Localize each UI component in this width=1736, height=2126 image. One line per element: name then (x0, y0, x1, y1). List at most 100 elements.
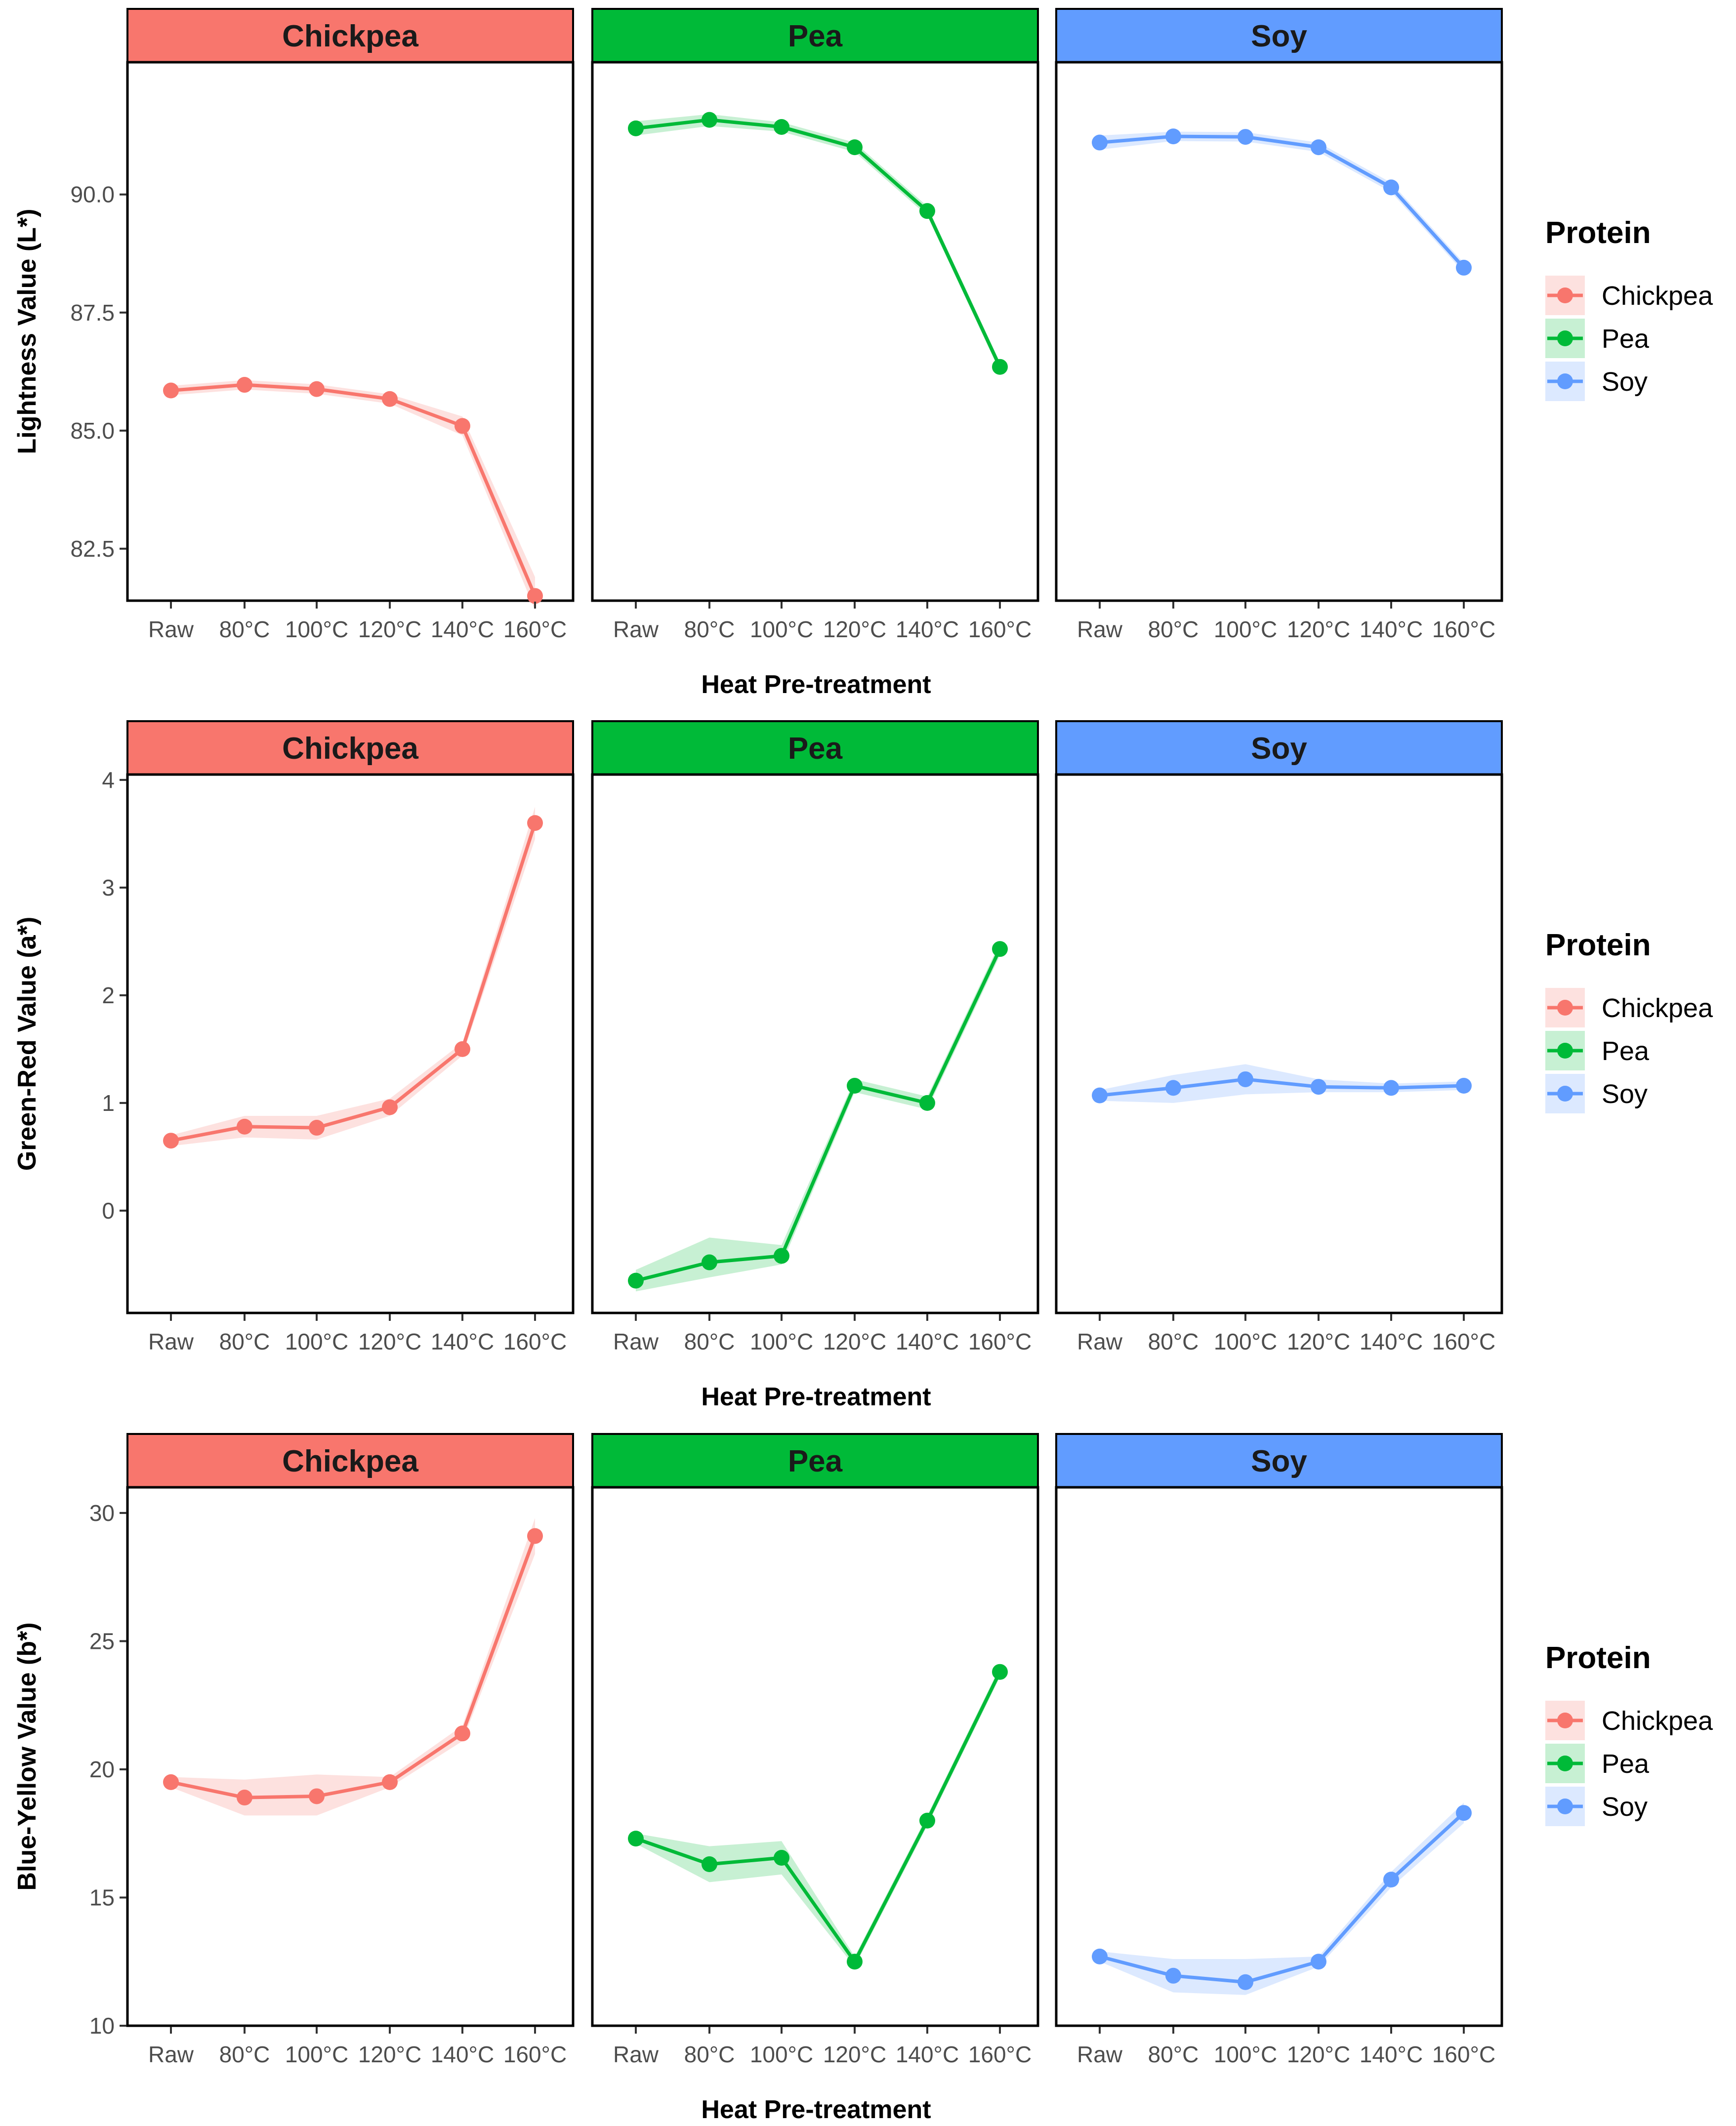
data-point (237, 377, 252, 393)
data-point (1383, 179, 1399, 196)
x-tick-label: Raw (613, 1329, 659, 1354)
x-tick-label: 80°C (1148, 1329, 1199, 1354)
facet-strip-label: Pea (788, 19, 843, 53)
x-tick-label: 120°C (358, 2042, 421, 2067)
x-tick-label: 140°C (431, 1329, 494, 1354)
x-tick-label: 140°C (1360, 2042, 1423, 2067)
confidence-ribbon (171, 1518, 535, 1816)
series-line (170, 822, 537, 1143)
panel-frame (591, 773, 1039, 1314)
series-line (1099, 134, 1465, 269)
legend: Protein Chickpea Pea Soy (1545, 1641, 1713, 1826)
y-tick-label: 25 (89, 1628, 115, 1654)
facet-strip (126, 8, 574, 63)
x-tick-label: 100°C (1214, 2042, 1277, 2067)
x-axis-title: Heat Pre-treatment (701, 670, 931, 699)
x-tick-label: 120°C (823, 1329, 886, 1354)
legend: Protein Chickpea Pea Soy (1545, 928, 1713, 1113)
data-point (992, 1664, 1008, 1680)
legend: Protein Chickpea Pea Soy (1545, 216, 1713, 401)
facet-strip-label: Soy (1251, 732, 1307, 766)
x-tick-label: Raw (1077, 1329, 1123, 1354)
panel-frame (126, 1486, 575, 2027)
data-point (702, 1856, 717, 1872)
data-point (702, 1254, 717, 1270)
legend-label: Chickpea (1602, 993, 1713, 1023)
x-tick-label: 100°C (750, 1329, 813, 1354)
legend-key-point (1557, 1756, 1573, 1771)
facet-strip (591, 1433, 1039, 1488)
data-point (163, 1774, 179, 1790)
x-tick-label: 100°C (285, 2042, 348, 2067)
panel-frame (126, 773, 575, 1314)
data-point (992, 941, 1008, 957)
series-line (635, 1671, 1002, 1963)
data-point (1311, 139, 1326, 156)
x-tick-label: 120°C (1287, 1329, 1350, 1354)
data-point (309, 381, 325, 397)
chart-row-blue-yellow: Chickpea Raw 80°C 100°C 120°C 140°C 160°C 10 15 2… (13, 1433, 1713, 2124)
data-point (527, 1528, 543, 1544)
facet-strip-label: Chickpea (282, 1444, 418, 1478)
data-point (1165, 128, 1181, 145)
y-axis-title: Green-Red Value (a*) (13, 917, 41, 1171)
y-tick-label: 1 (102, 1090, 115, 1116)
y-axis-title: Blue-Yellow Value (b*) (13, 1622, 41, 1890)
x-tick-label: 80°C (684, 2042, 735, 2067)
data-point (774, 1248, 789, 1264)
x-tick-label: 80°C (684, 1329, 735, 1354)
data-point (527, 815, 543, 831)
y-tick-label: 85.0 (70, 418, 115, 444)
x-tick-label: 100°C (1214, 616, 1277, 642)
panel-frame (1055, 773, 1503, 1314)
panel-green-red-soy: Soy Raw 80°C 100°C 120°C 140°C 160°C (1055, 720, 1503, 1354)
y-tick-label: 87.5 (70, 300, 115, 326)
legend-item-soy: Soy (1545, 1787, 1648, 1826)
legend-label: Pea (1602, 1749, 1650, 1779)
x-tick-label: 160°C (1432, 1329, 1495, 1354)
y-tick-label: 82.5 (70, 536, 115, 562)
facet-strip-label: Chickpea (282, 732, 418, 766)
x-tick-label: 120°C (823, 616, 886, 642)
x-tick-label: 100°C (1214, 1329, 1277, 1354)
x-tick-label: 120°C (823, 2042, 886, 2067)
data-point (1092, 1948, 1108, 1964)
legend-key-point (1557, 1713, 1573, 1728)
y-tick-label: 10 (89, 2013, 115, 2039)
panel-green-red-chickpea: Chickpea Raw 80°C 100°C 120°C 140°C 160°C 0 1 2 3 4 (102, 720, 575, 1354)
legend-key-point (1557, 1000, 1573, 1016)
x-tick-label: 120°C (1287, 616, 1350, 642)
legend-key-point (1557, 1043, 1573, 1059)
y-tick-label: 20 (89, 1757, 115, 1782)
data-point (163, 382, 179, 399)
panel-blue-yellow-chickpea: Chickpea Raw 80°C 100°C 120°C 140°C 160°C 10 15 2… (89, 1433, 575, 2067)
legend-item-chickpea: Chickpea (1545, 988, 1713, 1027)
y-axis-title: Lightness Value (L*) (13, 209, 41, 454)
series-line (635, 948, 1002, 1282)
legend-key-point (1557, 373, 1573, 389)
data-point (919, 203, 935, 219)
series-line (635, 118, 1002, 368)
x-tick-label: 140°C (431, 616, 494, 642)
legend-item-chickpea: Chickpea (1545, 276, 1713, 315)
data-point (237, 1790, 252, 1806)
chart-row-green-red: Chickpea Raw 80°C 100°C 120°C 140°C 160°C 0 1 2 3 4… (13, 720, 1713, 1411)
data-point (1092, 134, 1108, 151)
facet-strip (126, 720, 574, 776)
legend-label: Chickpea (1602, 281, 1713, 311)
x-tick-label: 80°C (1148, 2042, 1199, 2067)
x-axis-title: Heat Pre-treatment (701, 2095, 931, 2124)
x-tick-label: 120°C (358, 616, 421, 642)
legend-key-point (1557, 1086, 1573, 1102)
x-tick-label: 160°C (503, 2042, 567, 2067)
legend-item-pea: Pea (1545, 1744, 1650, 1783)
x-tick-label: 140°C (896, 616, 959, 642)
x-tick-label: 160°C (1432, 2042, 1495, 2067)
legend-key-point (1557, 1799, 1573, 1814)
data-point (1092, 1087, 1108, 1104)
data-point (919, 1812, 935, 1829)
x-tick-label: 80°C (219, 616, 270, 642)
data-point (309, 1788, 325, 1804)
x-tick-label: 160°C (503, 616, 567, 642)
data-point (527, 588, 543, 604)
